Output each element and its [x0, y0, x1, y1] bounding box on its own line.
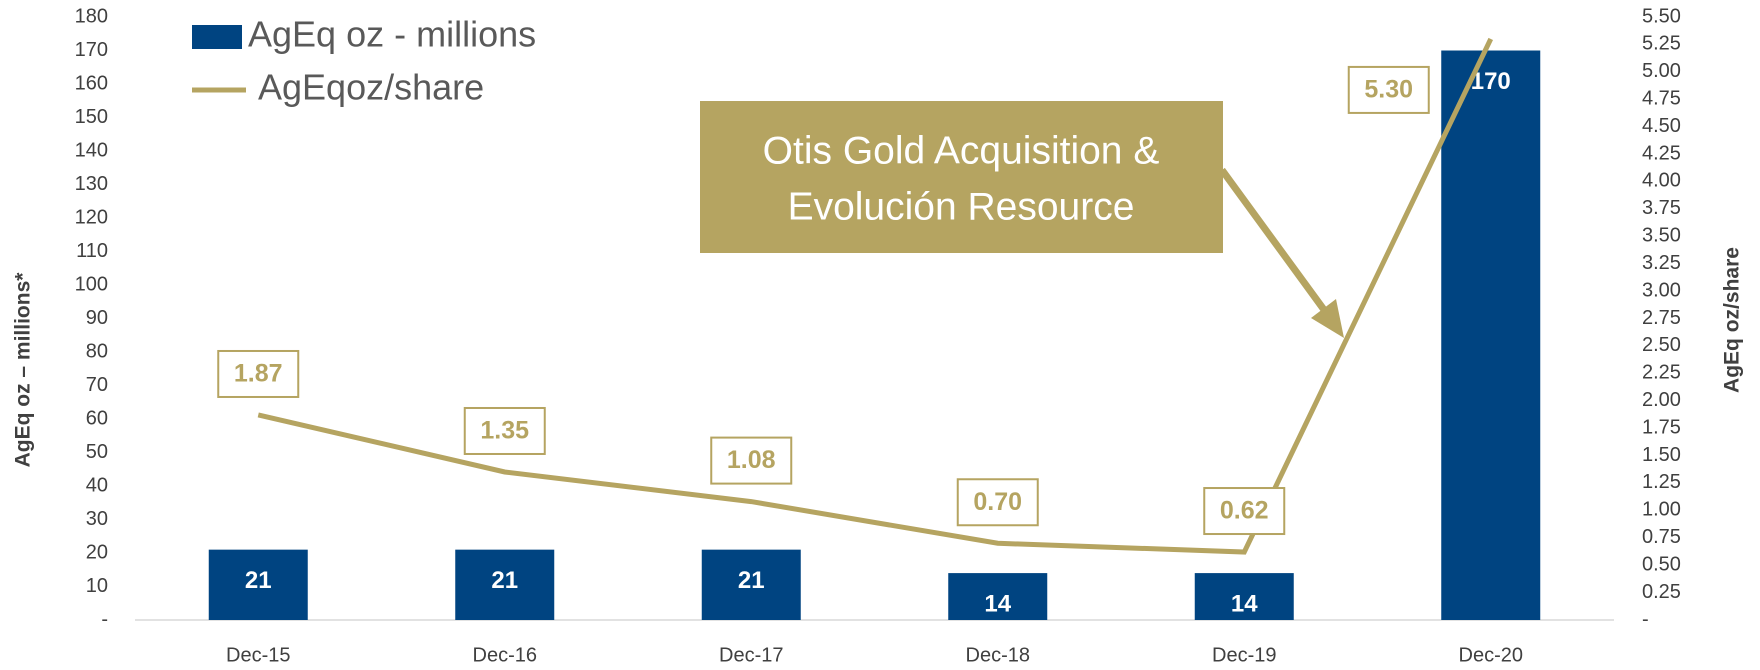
y-tick-label: 70	[86, 374, 108, 396]
x-tick-label: Dec-19	[1212, 644, 1276, 666]
line-value-label: 1.08	[727, 446, 776, 474]
bar	[1194, 573, 1294, 620]
y2-tick-label: 4.25	[1642, 142, 1681, 164]
y2-tick-label: 5.25	[1642, 33, 1681, 55]
y2-tick-label: 4.50	[1642, 115, 1681, 137]
y2-tick-label: 0.50	[1642, 553, 1681, 575]
bar	[208, 549, 308, 620]
y-axis-label: AgEq oz – millions*	[12, 272, 35, 468]
y2-tick-label: 4.75	[1642, 88, 1681, 110]
y2-tick-label: 1.25	[1642, 471, 1681, 493]
x-tick-label: Dec-16	[473, 644, 537, 666]
y-tick-label: 50	[86, 441, 108, 463]
line-value-label: 5.30	[1364, 76, 1413, 104]
y2-tick-label: 0.75	[1642, 526, 1681, 548]
bar-value-label: 14	[1231, 590, 1258, 617]
y-tick-label: 180	[75, 5, 108, 27]
y-tick-label: 40	[86, 474, 108, 496]
y-tick-label: 130	[75, 173, 108, 195]
legend-label: AgEq oz - millions	[248, 14, 536, 55]
bar-value-label: 21	[738, 567, 765, 594]
y2-tick-label: -	[1642, 608, 1649, 630]
y-tick-label: 80	[86, 340, 108, 362]
y2-tick-label: 2.00	[1642, 389, 1681, 411]
x-tick-label: Dec-15	[226, 644, 290, 666]
value-label-box	[1347, 65, 1430, 114]
annotation-box	[700, 101, 1223, 253]
y2-tick-label: 2.50	[1642, 334, 1681, 356]
line-value-label: 1.87	[234, 360, 283, 388]
value-label-box	[956, 478, 1039, 527]
bar	[455, 549, 555, 620]
y-tick-label: 120	[75, 206, 108, 228]
y-tick-label: 110	[76, 240, 108, 262]
value-label-box	[463, 406, 546, 455]
bar-value-label: 21	[491, 567, 518, 594]
bar	[1441, 50, 1541, 620]
annotation-arrow	[1219, 167, 1333, 321]
annotation-text: Otis Gold Acquisition &	[763, 129, 1160, 172]
y2-tick-label: 0.25	[1642, 581, 1681, 603]
y-tick-label: 170	[75, 39, 108, 61]
legend-swatch	[192, 25, 242, 49]
y2-tick-label: 1.50	[1642, 444, 1681, 466]
y-tick-label: 10	[86, 575, 108, 597]
y2-tick-label: 2.75	[1642, 307, 1681, 329]
line	[257, 37, 1494, 555]
line-value-label: 0.70	[973, 488, 1022, 516]
y-tick-label: 100	[75, 273, 108, 295]
bar	[948, 573, 1048, 620]
y-tick-label: 150	[75, 106, 108, 128]
line-value-label: 0.62	[1220, 497, 1269, 525]
y2-tick-label: 1.00	[1642, 499, 1681, 521]
legend-label: AgEqoz/share	[258, 67, 484, 108]
y2-tick-label: 2.25	[1642, 362, 1681, 384]
x-tick-label: Dec-17	[719, 644, 783, 666]
value-label-box	[217, 349, 300, 398]
y-tick-label: 60	[86, 407, 108, 429]
y2-tick-label: 3.50	[1642, 225, 1681, 247]
line-value-label: 1.35	[480, 417, 529, 445]
x-tick-label: Dec-18	[966, 644, 1030, 666]
y2-tick-label: 5.00	[1642, 60, 1681, 82]
value-label-box	[710, 436, 793, 485]
y-tick-label: 160	[75, 72, 108, 94]
y2-tick-label: 1.75	[1642, 416, 1681, 438]
x-tick-label: Dec-20	[1459, 644, 1523, 666]
y-tick-label: -	[101, 608, 108, 630]
y-tick-label: 140	[75, 139, 108, 161]
y2-tick-label: 3.25	[1642, 252, 1681, 274]
value-label-box	[1203, 487, 1286, 536]
annotation-text: Evolución Resource	[788, 185, 1135, 228]
annotation-arrowhead	[1311, 299, 1344, 338]
y2-tick-label: 3.00	[1642, 279, 1681, 301]
bar-value-label: 21	[245, 567, 272, 594]
y2-tick-label: 3.75	[1642, 197, 1681, 219]
y-tick-label: 30	[86, 508, 108, 530]
y2-tick-label: 4.00	[1642, 170, 1681, 192]
y2-axis-label: AgEq oz/share	[1721, 247, 1744, 393]
y-tick-label: 20	[86, 541, 108, 563]
bar-value-label: 14	[984, 590, 1011, 617]
y-tick-label: 90	[86, 307, 108, 329]
bar	[701, 549, 801, 620]
y2-tick-label: 5.50	[1642, 5, 1681, 27]
